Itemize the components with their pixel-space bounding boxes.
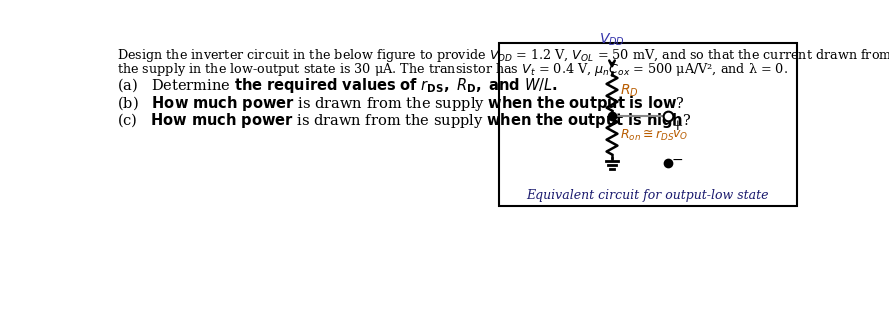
Text: $R_{on} \cong r_{DS}$: $R_{on} \cong r_{DS}$ [620, 128, 674, 143]
Text: $R_D$: $R_D$ [620, 83, 638, 100]
Text: $V_{DD}$: $V_{DD}$ [599, 31, 625, 48]
Text: (a)   Determine $\mathbf{the\ required\ values\ of}$ $\mathbf{\mathit{r}_{DS}}$$: (a) Determine $\mathbf{the\ required\ va… [117, 76, 558, 95]
Text: +: + [672, 119, 684, 133]
Text: the supply in the low-output state is 30 μA. The transistor has $V_t$ = 0.4 V, $: the supply in the low-output state is 30… [117, 61, 789, 78]
Text: (b)   $\mathbf{How\ much\ power}$ is drawn from the supply $\mathbf{when\ the\ o: (b) $\mathbf{How\ much\ power}$ is drawn… [117, 94, 685, 113]
Text: (c)   $\mathbf{How\ much\ power}$ is drawn from the supply $\mathbf{when\ the\ o: (c) $\mathbf{How\ much\ power}$ is drawn… [117, 111, 692, 130]
Text: $v_O$: $v_O$ [672, 129, 688, 142]
Text: Equivalent circuit for output-low state: Equivalent circuit for output-low state [526, 189, 769, 202]
Bar [499, 43, 797, 206]
Text: Design the inverter circuit in the below figure to provide $V_{DD}$ = 1.2 V, $V_: Design the inverter circuit in the below… [117, 47, 889, 64]
Text: −: − [672, 153, 684, 167]
